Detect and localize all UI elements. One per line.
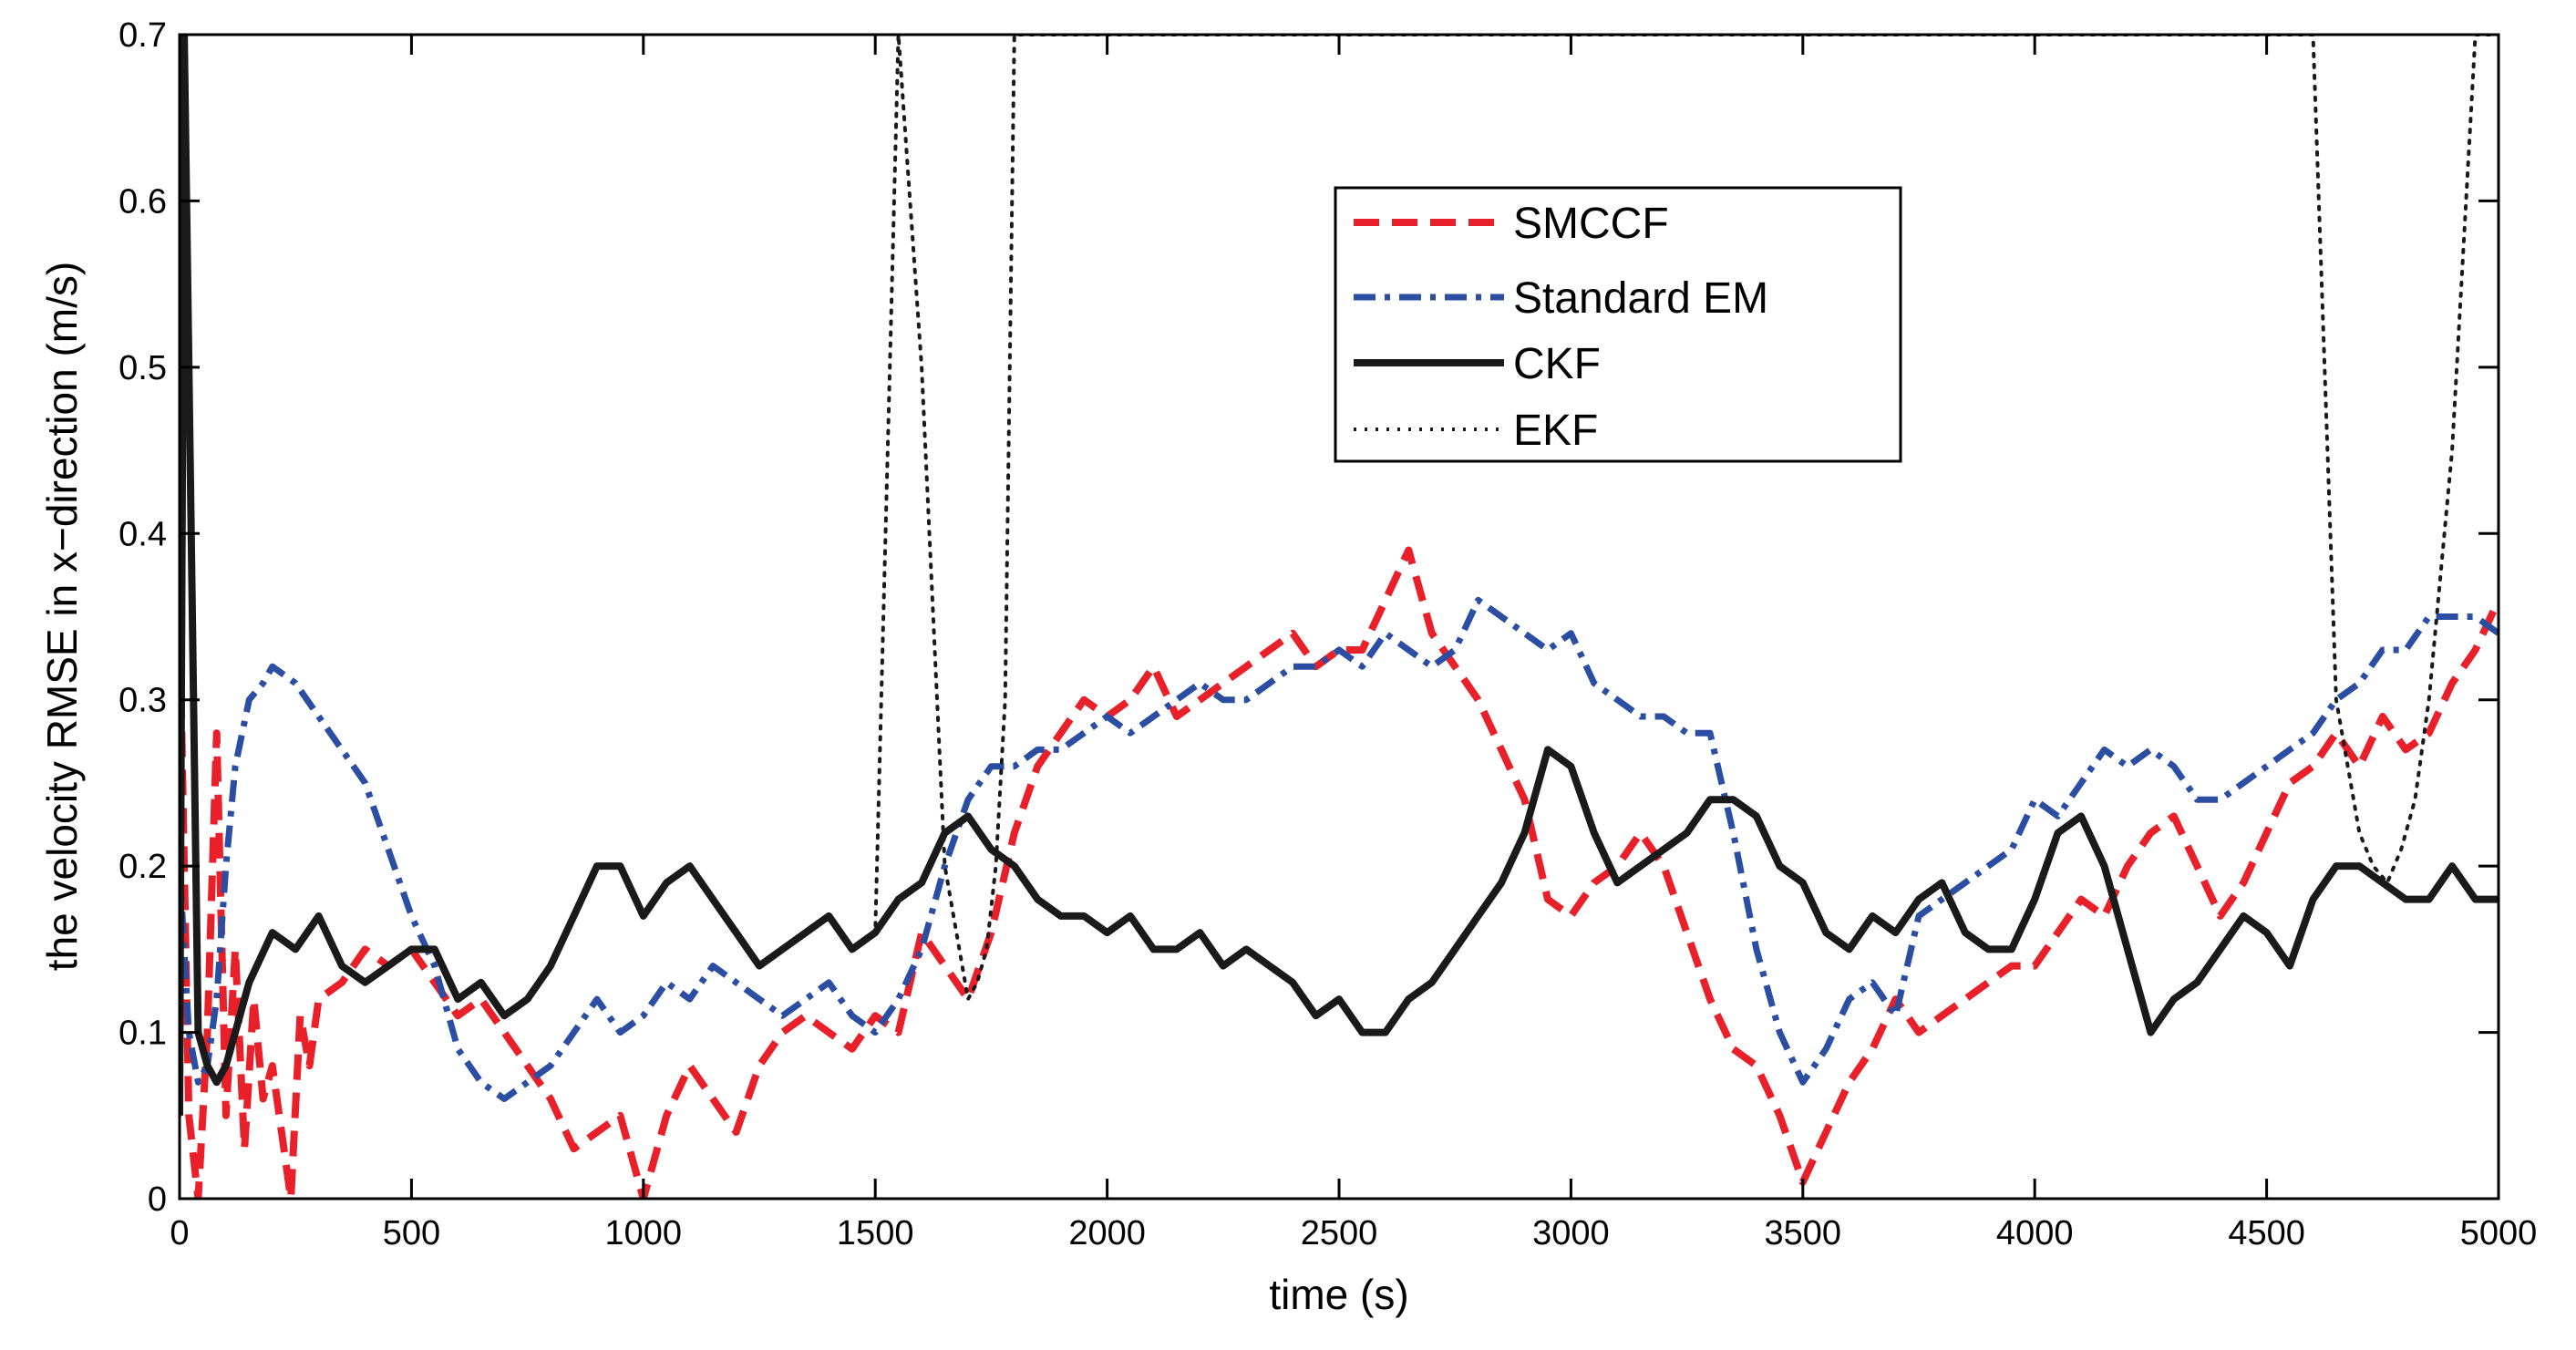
x-tick-label: 1000: [605, 1214, 683, 1252]
legend: SMCCF Standard EM CKF EKF: [1334, 186, 1902, 463]
x-tick-label: 0: [170, 1214, 189, 1252]
x-tick-label: 5000: [2460, 1214, 2538, 1252]
series-line-ckf: [180, 35, 2499, 1116]
x-tick-label: 3500: [1765, 1214, 1842, 1252]
y-tick-label: 0.5: [118, 349, 167, 387]
y-axis-ticks: 0 0.1 0.2 0.3 0.4 0.5 0.6 0.7: [118, 16, 2499, 1219]
legend-label-ckf: CKF: [1513, 340, 1601, 388]
series-line-ekf: [180, 35, 2499, 1118]
y-tick-label: 0.6: [118, 182, 167, 221]
legend-box: [1334, 186, 1902, 463]
legend-label-smccf: SMCCF: [1513, 200, 1669, 248]
x-tick-label: 4000: [1996, 1214, 2074, 1252]
y-axis-label: the velocity RMSE in x−direction (m/s): [38, 262, 86, 971]
series-layer: [180, 35, 2499, 1199]
y-tick-label: 0.1: [118, 1015, 167, 1053]
y-tick-label: 0.2: [118, 848, 167, 886]
x-tick-label: 1500: [837, 1214, 914, 1252]
y-tick-label: 0.4: [118, 515, 167, 553]
x-tick-label: 3000: [1532, 1214, 1610, 1252]
plot-area: 0 500 1000 1500 2000 2500 3000 3500 4000 4500 5000…: [118, 16, 2537, 1252]
x-tick-label: 2000: [1068, 1214, 1146, 1252]
series-line-standard-em: [180, 596, 2499, 1102]
y-tick-label: 0: [148, 1180, 167, 1219]
x-tick-label: 4500: [2228, 1214, 2305, 1252]
legend-label-standard-em: Standard EM: [1513, 274, 1768, 323]
y-tick-label: 0.3: [118, 682, 167, 720]
x-axis-ticks: 0 500 1000 1500 2000 2500 3000 3500 4000 4500 5000: [170, 35, 2537, 1252]
legend-label-ekf: EKF: [1513, 407, 1598, 455]
x-tick-label: 500: [383, 1214, 440, 1252]
x-axis-label: time (s): [1269, 1271, 1408, 1318]
x-tick-label: 2500: [1301, 1214, 1378, 1252]
y-tick-label: 0.7: [118, 16, 167, 55]
